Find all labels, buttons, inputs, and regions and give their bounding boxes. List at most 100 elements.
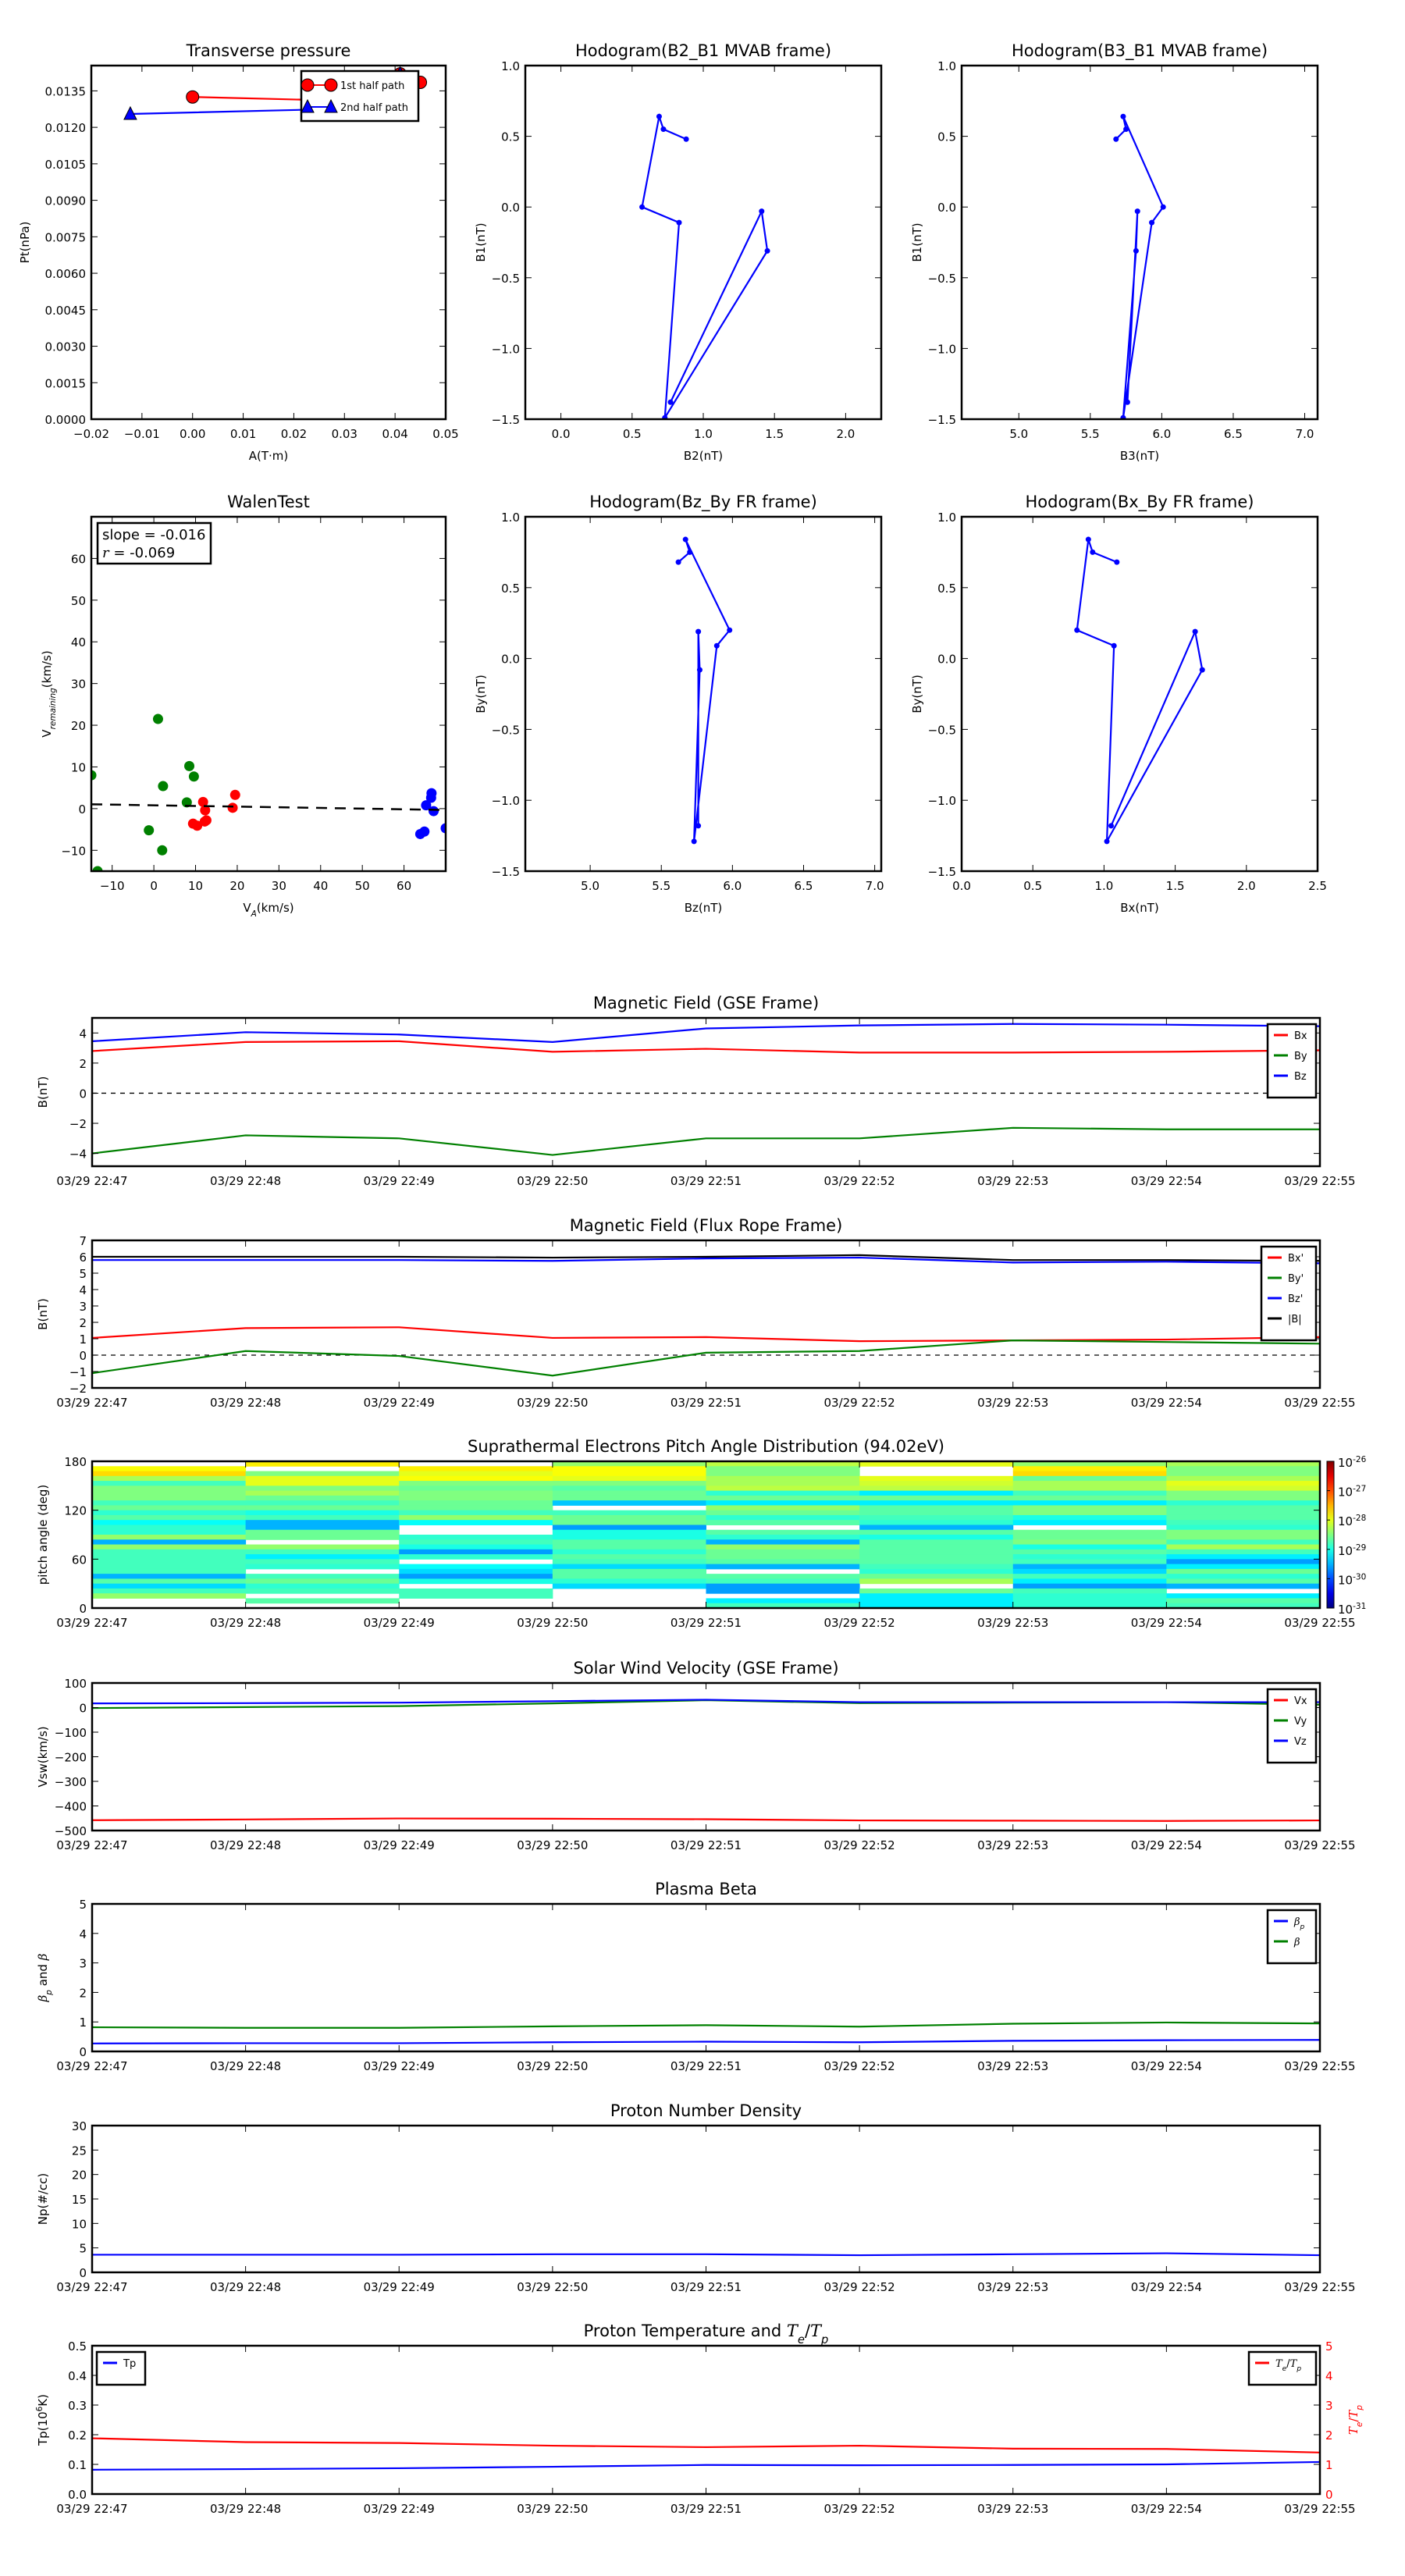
data-point <box>1120 113 1126 119</box>
x-tick-label: 03/29 22:55 <box>1284 1838 1355 1852</box>
x-tick-label: 03/29 22:47 <box>56 1838 127 1852</box>
heatmap-cell <box>92 1539 247 1546</box>
heatmap-cell <box>1166 1466 1320 1472</box>
legend-label: Bx <box>1294 1030 1307 1042</box>
legend: Tp <box>95 2350 147 2386</box>
x-tick-label: 03/29 22:51 <box>670 1174 742 1188</box>
heatmap-cell <box>399 1535 553 1540</box>
heatmap-cell <box>706 1578 860 1585</box>
x-axis-label-part: A <box>251 909 257 919</box>
y2-axis-label-part: T <box>1346 2426 1361 2435</box>
heatmap-cell <box>1166 1475 1320 1482</box>
x-tick-label: 03/29 22:52 <box>824 1174 895 1188</box>
heatmap-cell <box>245 1461 400 1467</box>
x-axis-label: B2(nT) <box>684 449 723 463</box>
x-tick-label: 03/29 22:54 <box>1131 1838 1202 1852</box>
axes-frame <box>524 515 883 873</box>
colorbar-base: 10 <box>1338 1573 1353 1587</box>
x-tick-label: 03/29 22:55 <box>1284 2280 1355 2294</box>
data-point <box>152 713 163 724</box>
y-tick-label: −1.5 <box>492 413 520 427</box>
y-tick-label: 0 <box>79 1702 87 1716</box>
x-tick-label: 03/29 22:47 <box>56 1396 127 1410</box>
data-point <box>184 760 195 771</box>
data-point <box>188 771 199 782</box>
heatmap-cell <box>1166 1554 1320 1560</box>
heatmap-cell <box>245 1495 400 1501</box>
chart-hodogram-b3-b1: 5.0 5.5 6.0 6.5 7.0 −1.5 −1.0 −0.5 0.0 0.5 1.0 Hodo… <box>910 41 1319 463</box>
heatmap-cell <box>399 1574 553 1579</box>
x-tick-label: 03/29 22:52 <box>824 1616 895 1630</box>
y-tick-label: 20 <box>71 719 86 733</box>
r-symbol: r <box>102 545 110 561</box>
chart-title: Transverse pressure <box>186 41 351 60</box>
y-axis-label-part: β <box>36 1953 50 1961</box>
y-tick-label: −2 <box>69 1382 87 1396</box>
series-line <box>92 1023 1320 1043</box>
legend-label: |B| <box>1288 1314 1302 1325</box>
x-tick-label: 03/29 22:47 <box>56 2502 127 2516</box>
heatmap-cell <box>92 1549 247 1555</box>
chart-hodogram-bz-by: 5.0 5.5 6.0 6.5 7.0 −1.5 −1.0 −0.5 0.0 0.5 1.0 Hodo… <box>474 493 884 915</box>
heatmap-cell <box>859 1549 1014 1555</box>
data-point <box>656 113 662 119</box>
y-tick-label: 20 <box>72 2169 87 2183</box>
heatmap-cell <box>245 1564 400 1570</box>
y2-axis-label-part: p <box>1355 2405 1364 2411</box>
heatmap-cell <box>1166 1471 1320 1477</box>
colorbar-base: 10 <box>1338 1485 1353 1500</box>
legend-label: 2nd half path <box>340 102 408 114</box>
y2-tick-label: 2 <box>1325 2428 1333 2443</box>
heatmap-cell <box>1012 1495 1167 1501</box>
heatmap-cell <box>859 1588 1014 1594</box>
y-tick-label: −10 <box>61 844 86 858</box>
data-point <box>419 826 430 837</box>
heatmap-cell <box>552 1520 706 1525</box>
heatmap-cell <box>399 1588 553 1594</box>
heatmap-cell <box>1166 1461 1320 1467</box>
heatmap-cell <box>1166 1559 1320 1565</box>
y-tick-label: 0.0 <box>68 2488 87 2502</box>
y-axis-label-part: Tp(10 <box>36 2411 50 2446</box>
heatmap-cell <box>1012 1559 1167 1565</box>
colorbar-tick-label: 10-31 <box>1338 1602 1366 1617</box>
x-tick-label: 03/29 22:52 <box>824 2280 895 2294</box>
axes-frame <box>960 64 1319 421</box>
x-tick-label: 03/29 22:48 <box>210 1838 281 1852</box>
heatmap-cell <box>245 1490 400 1496</box>
chart-title-part: T <box>810 2322 823 2340</box>
heatmap-cell <box>1012 1544 1167 1550</box>
series-line <box>92 1254 1320 1262</box>
heatmap-cell <box>92 1554 247 1560</box>
heatmap-cell <box>706 1461 860 1467</box>
data-point <box>662 415 668 419</box>
heatmap-cell <box>399 1500 553 1506</box>
x-tick-label: 03/29 22:53 <box>977 1396 1048 1410</box>
data-point <box>675 559 681 565</box>
plot-area <box>92 1461 1320 1608</box>
y-tick-label: 100 <box>64 1677 87 1691</box>
heatmap-cell <box>245 1471 400 1477</box>
y-axis-label: Tp(106K) <box>35 2394 50 2446</box>
x-tick-label: 03/29 22:53 <box>977 1616 1048 1630</box>
y-tick-label: 3 <box>79 1957 87 1971</box>
data-point <box>1113 136 1119 142</box>
y-tick-label: 7 <box>79 1234 87 1248</box>
data-point <box>676 219 682 226</box>
chart-title: Hodogram(Bz_By FR frame) <box>589 493 817 512</box>
x-tick-label: 03/29 22:54 <box>1131 2059 1202 2073</box>
heatmap-cell <box>245 1535 400 1540</box>
data-point <box>192 820 203 831</box>
data-point <box>682 536 688 543</box>
chart-title: Solar Wind Velocity (GSE Frame) <box>573 1659 838 1678</box>
y-tick-label: 0.5 <box>68 2339 87 2354</box>
y-tick-label: 0.0075 <box>45 230 87 244</box>
heatmap-cell <box>552 1544 706 1550</box>
colorbar <box>1326 1461 1335 1609</box>
y-axis-label: pitch angle (deg) <box>36 1485 50 1585</box>
legend-marker <box>301 98 315 113</box>
y-tick-label: −1.0 <box>928 794 956 808</box>
heatmap-cell <box>552 1539 706 1546</box>
x-tick-label: 50 <box>355 879 370 893</box>
y-tick-label: 0 <box>79 1349 87 1363</box>
